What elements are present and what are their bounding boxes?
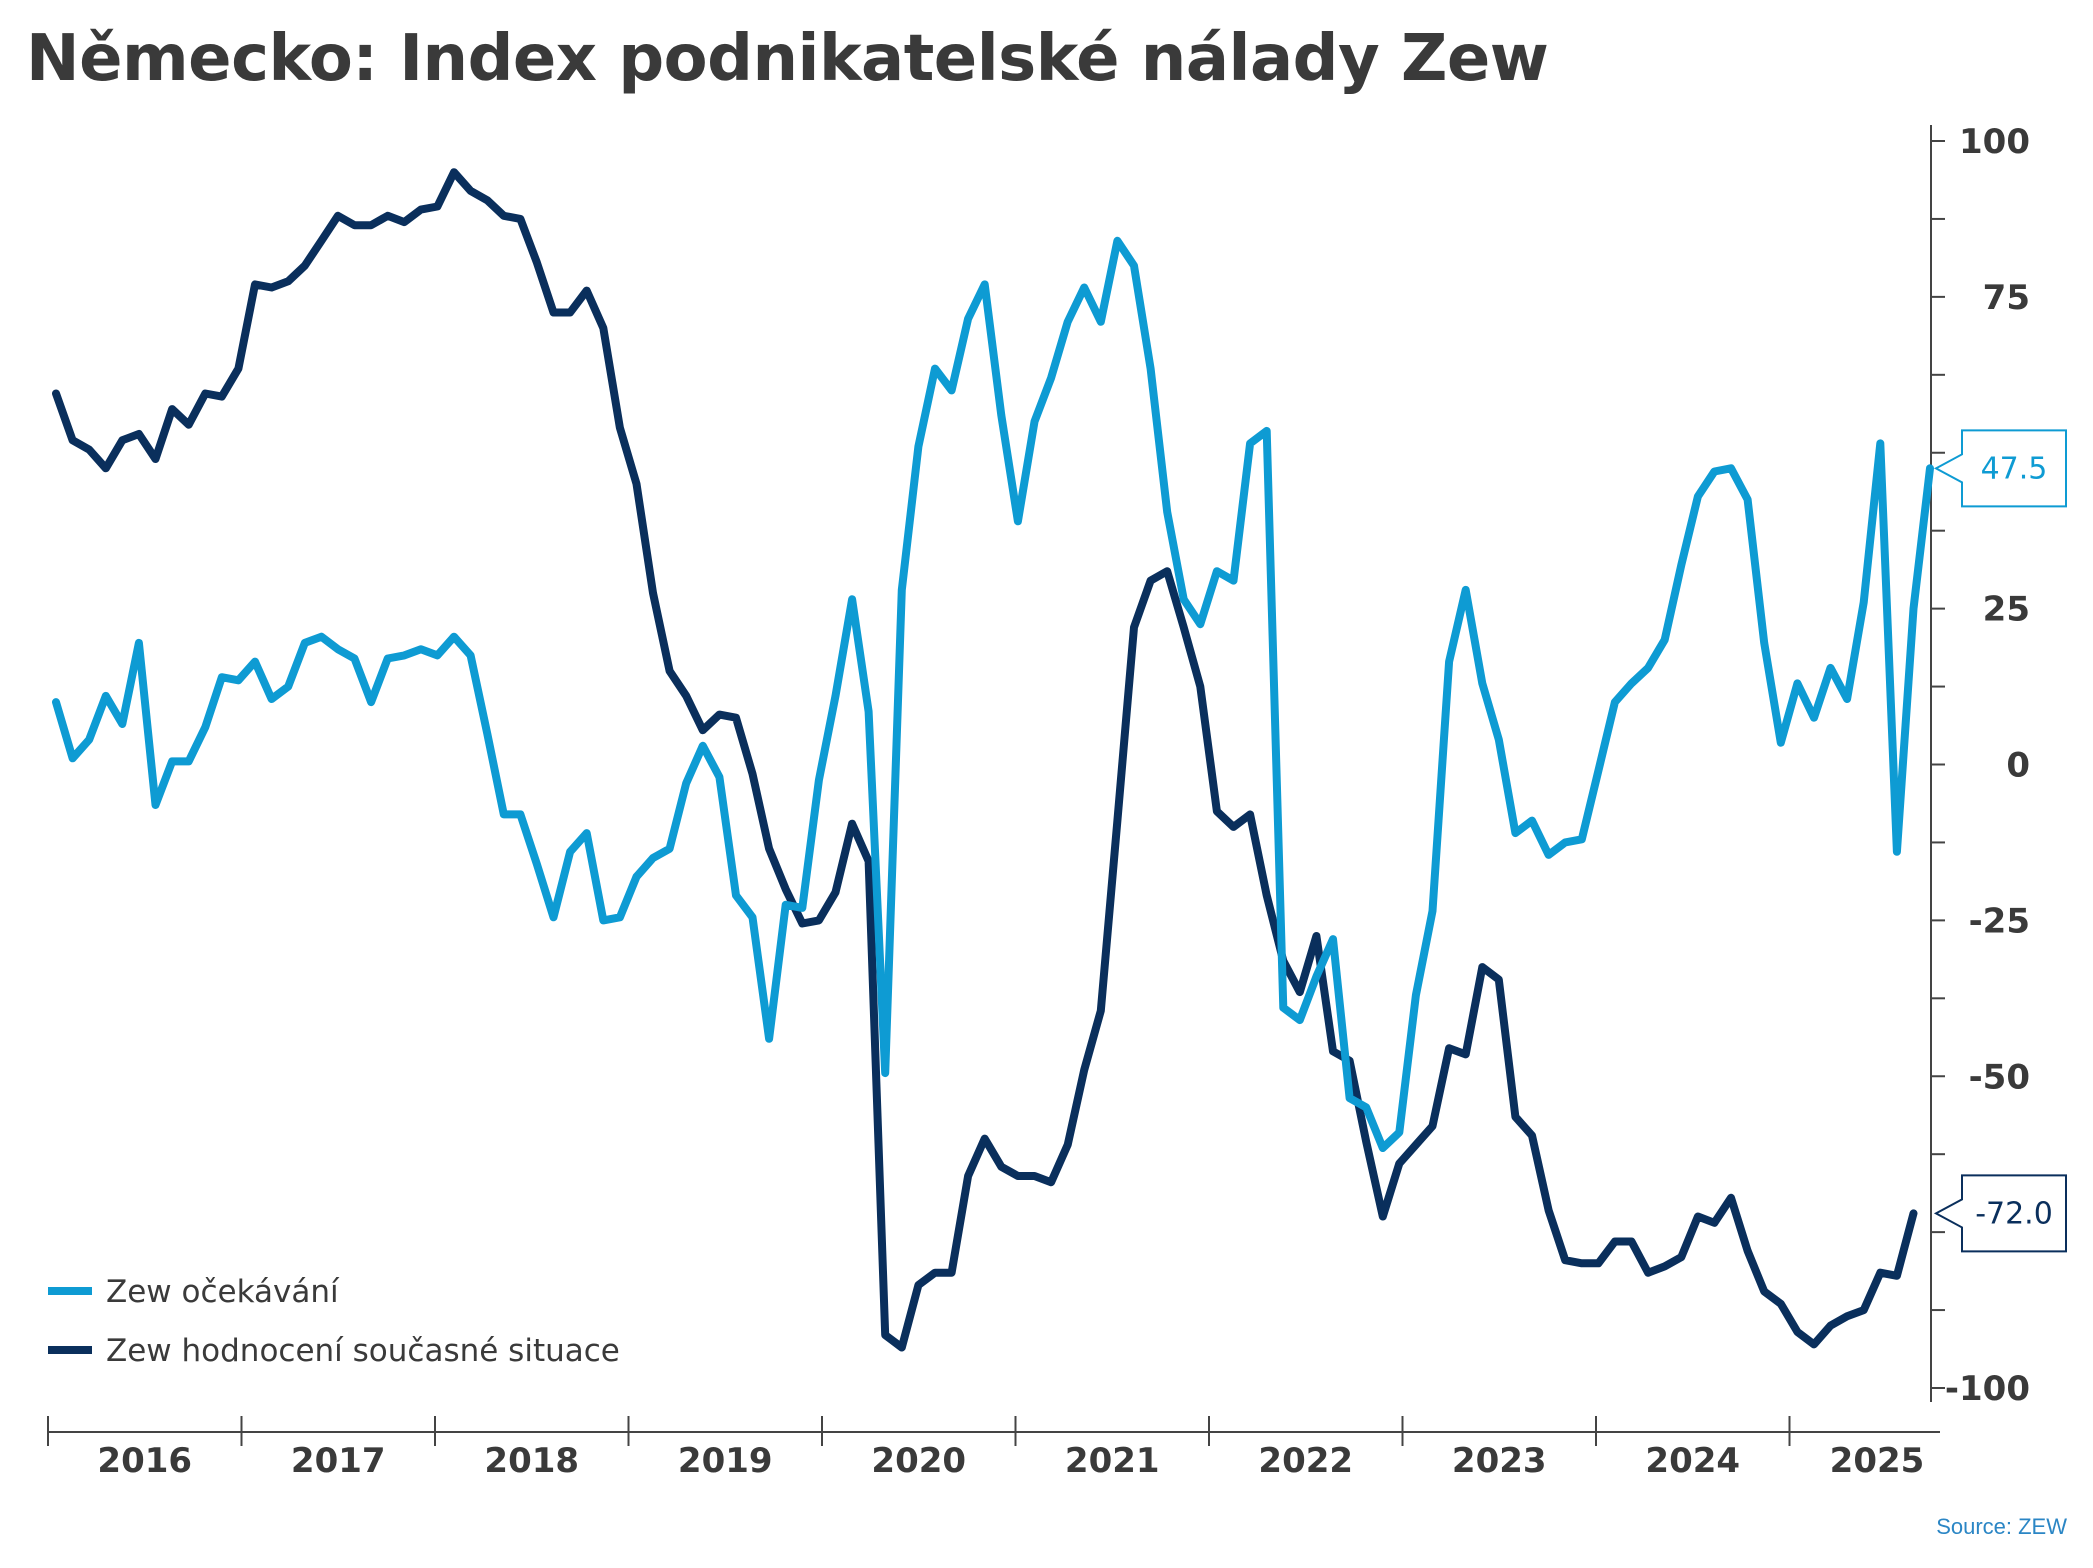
y-tick-label: -25	[1969, 901, 2030, 941]
x-tick-label: 2022	[1258, 1441, 1353, 1481]
y-tick-label: 25	[1983, 590, 2030, 630]
last-value-callout-current: -72.0	[1933, 1174, 2067, 1253]
x-tick-label: 2017	[291, 1441, 386, 1481]
x-tick-label: 2025	[1830, 1441, 1925, 1481]
series-layer	[52, 168, 1934, 1352]
x-tick-label: 2024	[1645, 1441, 1740, 1481]
x-tick-label: 2019	[678, 1441, 773, 1481]
callout-box	[1933, 1174, 2067, 1253]
x-tick-label: 2023	[1452, 1441, 1547, 1481]
y-tick-label: -50	[1969, 1057, 2030, 1097]
source-note: Source: ZEW	[1936, 1514, 2067, 1539]
legend: Zew očekávání Zew hodnocení současné sit…	[48, 1274, 620, 1369]
legend-label-expectations: Zew očekávání	[106, 1274, 340, 1310]
callout-value: -72.0	[1975, 1196, 2053, 1231]
y-tick-label: -100	[1945, 1369, 2030, 1409]
x-tick-label: 2020	[871, 1441, 966, 1481]
chart-title: Německo: Index podnikatelské nálady Zew	[26, 22, 1549, 96]
series-line-current	[52, 168, 1918, 1352]
series-line-expectations	[52, 236, 1934, 1152]
x-tick-label: 2018	[484, 1441, 579, 1481]
callout-value: 47.5	[1981, 451, 2048, 486]
x-tick-label: 2021	[1065, 1441, 1160, 1481]
last-value-callout-expectations: 47.5	[1933, 429, 2067, 508]
y-tick-label: 0	[2006, 746, 2030, 786]
callout-box	[1933, 429, 2067, 508]
legend-label-current: Zew hodnocení současné situace	[106, 1333, 620, 1369]
y-tick-label: 75	[1983, 278, 2030, 318]
x-tick-label: 2016	[97, 1441, 192, 1481]
axis-layer: 100 75 25 0 -25 -50 -100 2016 2017 2018 2019 2020 20…	[47, 122, 2030, 1481]
y-tick-label: 100	[1959, 122, 2030, 162]
callout-layer: 47.5 -72.0	[1933, 429, 2067, 1253]
